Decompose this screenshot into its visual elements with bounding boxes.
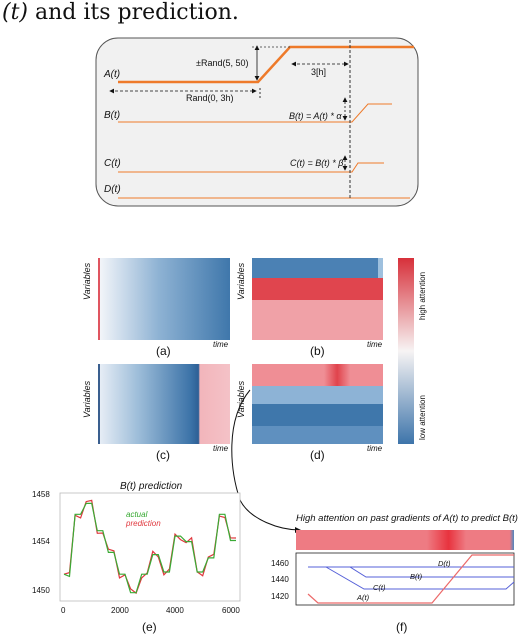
e-ytick-1450: 1450: [32, 586, 50, 595]
series-a-line: [307, 554, 514, 604]
label-c: (c): [156, 448, 170, 462]
label-b: (b): [310, 344, 325, 358]
e-ytick-1454: 1454: [32, 537, 50, 546]
e-xtick-6000: 6000: [222, 606, 240, 615]
colorbar-low-label: low attention: [418, 395, 427, 440]
label-a-series: A(t): [357, 593, 370, 602]
a-label: A(t): [104, 69, 121, 80]
heatmap-b: [252, 258, 383, 340]
rand-time-label: Rand(0, 3h): [186, 93, 234, 103]
heatmap-f: [296, 530, 514, 550]
label-e: (e): [142, 620, 157, 634]
b-signal-line: [118, 103, 392, 123]
variables-label-b: Variables: [236, 262, 246, 300]
heatmap-c: [99, 364, 230, 444]
f-ytick-1440: 1440: [271, 575, 289, 584]
caption-text: and its prediction.: [28, 0, 239, 25]
b-formula: B(t) = A(t) * α: [289, 111, 342, 121]
e-ytick-1458: 1458: [32, 490, 50, 499]
variables-label-d: Variables: [236, 380, 246, 418]
heatmap-a: [99, 258, 230, 340]
time-label-b: time: [367, 340, 383, 349]
plot-f-title: High attention on past gradients of A(t)…: [296, 513, 518, 524]
series-c-line: [325, 566, 515, 590]
plot-f-frame: [295, 552, 515, 606]
series-b-line: [308, 566, 514, 578]
heatmap-d: [252, 364, 383, 444]
label-c-series: C(t): [373, 583, 386, 592]
caption-variable: (t): [2, 0, 29, 25]
actual-line: [63, 502, 236, 594]
figure-caption-fragment: (t) and its prediction.: [2, 0, 239, 25]
legend-actual: actual: [126, 510, 148, 519]
label-f: (f): [396, 620, 408, 634]
attention-colorbar: [398, 258, 414, 444]
label-d-series: D(t): [438, 559, 451, 568]
a-signal-line: [118, 45, 414, 84]
c-formula: C(t) = B(t) * β: [290, 158, 344, 168]
variables-label-a: Variables: [82, 262, 92, 300]
plot-e-title: B(t) prediction: [120, 481, 183, 492]
delay-label: 3[h]: [311, 67, 327, 77]
time-label-c: time: [213, 444, 229, 453]
legend-prediction: prediction: [126, 519, 161, 528]
label-d: (d): [310, 448, 325, 462]
e-xtick-0: 0: [61, 606, 66, 615]
plot-f-series: [307, 554, 515, 604]
plot-e-frame: [59, 492, 241, 602]
plot-e-series: [63, 499, 237, 595]
label-b-series: B(t): [410, 572, 423, 581]
b-label: B(t): [104, 110, 121, 121]
f-ytick-1420: 1420: [271, 592, 289, 601]
c-signal-line: [118, 162, 384, 173]
time-label-a: time: [213, 340, 229, 349]
f-ytick-1460: 1460: [271, 559, 289, 568]
d-label: D(t): [104, 184, 121, 195]
e-xtick-2000: 2000: [111, 606, 129, 615]
variables-label-c: Variables: [82, 380, 92, 418]
c-label: C(t): [104, 158, 121, 169]
e-xtick-4000: 4000: [166, 606, 184, 615]
colorbar-high-label: high attention: [418, 271, 427, 320]
label-a: (a): [156, 344, 171, 358]
rand-amplitude-label: ±Rand(5, 50): [196, 58, 249, 68]
time-label-d: time: [367, 444, 383, 453]
